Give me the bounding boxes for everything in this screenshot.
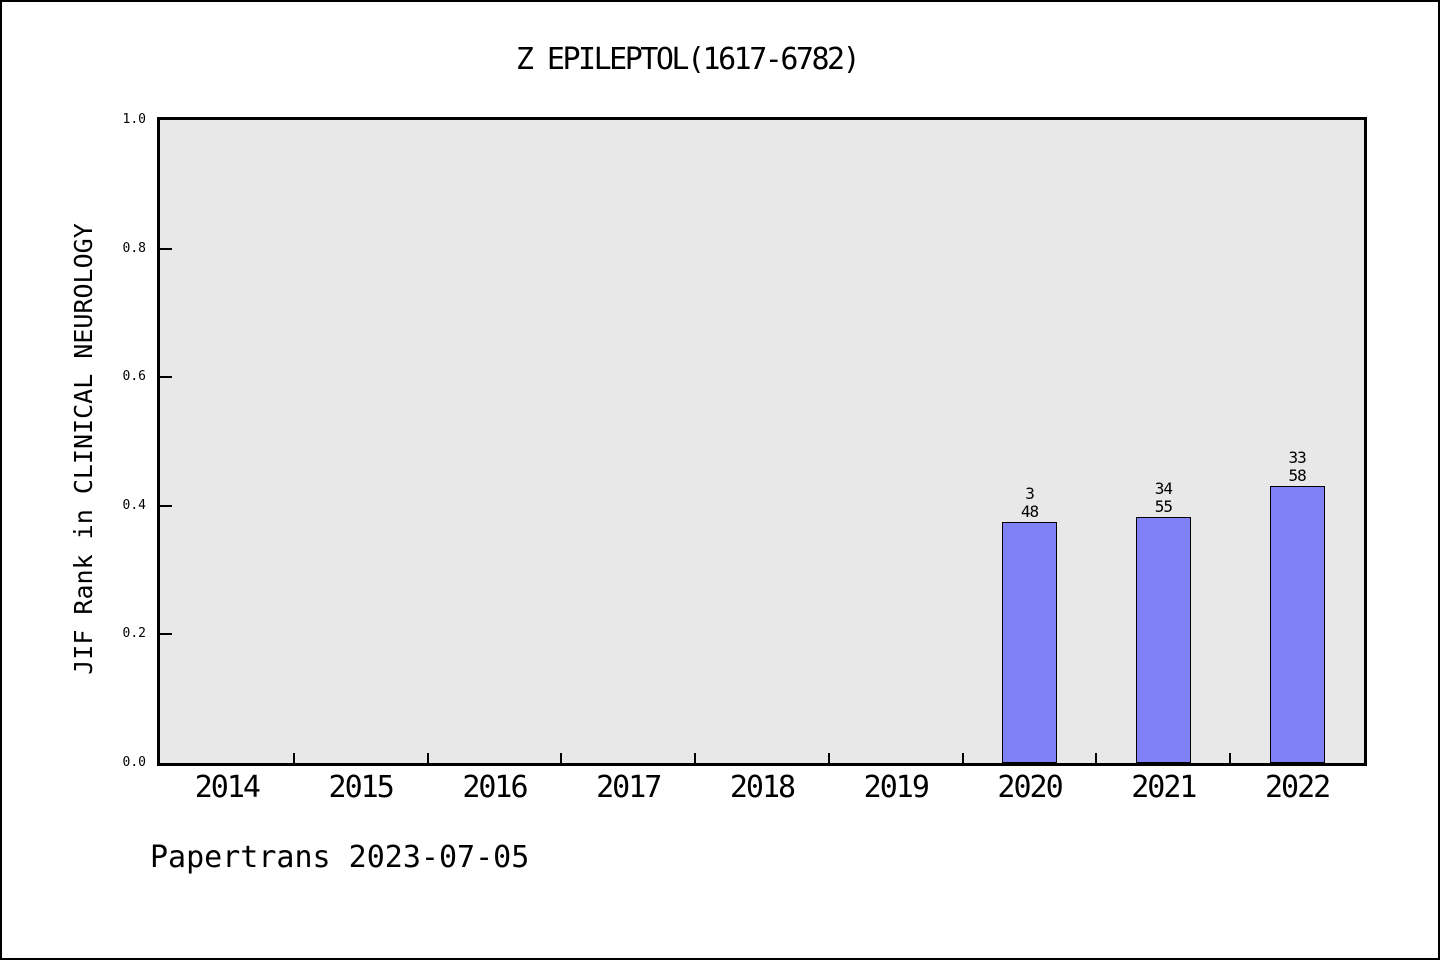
y-tick-mark xyxy=(160,633,172,636)
y-tick-mark xyxy=(160,504,172,507)
y-tick-label: 0.4 xyxy=(122,497,146,513)
bar-label-rank: 33 xyxy=(1288,447,1306,467)
plot-area: 3 48 34 55 33 58 xyxy=(157,117,1367,766)
x-tick-label: 2021 xyxy=(1131,770,1197,805)
x-tick-mark xyxy=(694,753,697,763)
y-tick-label: 0.8 xyxy=(122,240,146,256)
y-tick-label: 0.0 xyxy=(122,755,146,770)
y-tick-mark xyxy=(160,376,172,379)
bar-2021 xyxy=(1135,517,1191,763)
x-tick-label: 2020 xyxy=(997,770,1063,805)
y-tick-label: 0.2 xyxy=(122,626,146,642)
x-tick-label: 2015 xyxy=(328,770,395,805)
x-tick-mark xyxy=(1229,753,1232,763)
x-tick-mark xyxy=(1095,753,1098,763)
x-tick-label: 2014 xyxy=(194,770,261,805)
x-tick-mark xyxy=(292,753,295,763)
y-axis-label: JIF Rank in CLINICAL NEUROLOGY xyxy=(69,223,98,675)
bar-value-label: 33 58 xyxy=(1237,447,1357,485)
bar-2022 xyxy=(1269,485,1325,763)
x-tick-label: 2022 xyxy=(1264,770,1331,805)
x-tick-label: 2016 xyxy=(462,770,528,805)
x-tick-label: 2017 xyxy=(596,770,662,805)
x-tick-label: 2018 xyxy=(729,770,796,805)
y-tick-label: 1.0 xyxy=(122,112,146,127)
chart-title: Z EPILEPTOL(1617-6782) xyxy=(515,42,861,77)
x-tick-mark xyxy=(560,753,563,763)
x-tick-label: 2019 xyxy=(863,770,930,805)
y-tick-mark xyxy=(160,247,172,250)
x-tick-mark xyxy=(426,753,429,763)
bar-label-rank: 3 xyxy=(1025,483,1035,503)
bar-label-total: 58 xyxy=(1288,465,1306,485)
bar-value-label: 34 55 xyxy=(1103,480,1223,516)
footer-note: Papertrans 2023-07-05 xyxy=(150,840,530,875)
bar-2020 xyxy=(1002,521,1058,763)
bar-value-label: 3 48 xyxy=(970,483,1090,521)
bar-label-rank: 34 xyxy=(1154,479,1173,499)
x-tick-mark xyxy=(827,753,830,763)
y-tick-label: 0.6 xyxy=(122,369,146,385)
bar-label-total: 48 xyxy=(1020,501,1039,521)
bar-label-total: 55 xyxy=(1154,497,1173,517)
x-tick-mark xyxy=(961,753,964,763)
